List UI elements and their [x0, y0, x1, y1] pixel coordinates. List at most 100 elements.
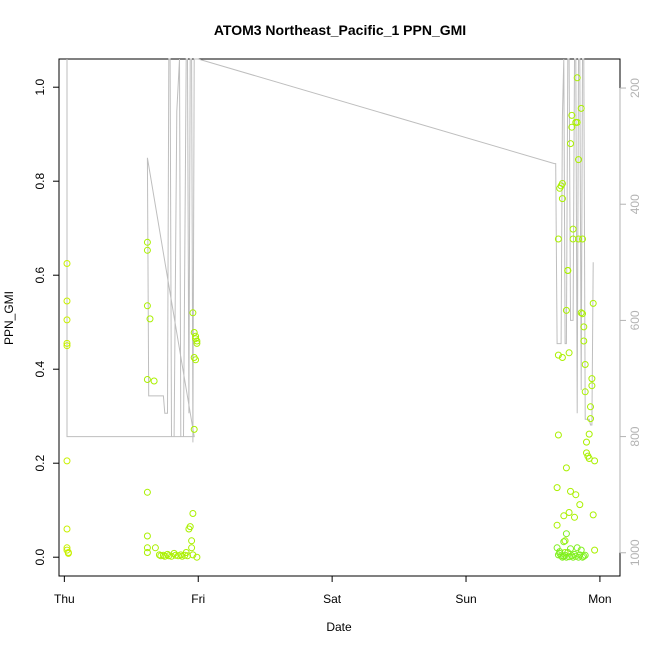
data-point — [554, 235, 562, 243]
x-tick-label: Fri — [191, 592, 205, 606]
x-axis: Thu Fri Sat Sun Mon — [54, 575, 612, 606]
y2-tick-label: 400 — [628, 194, 642, 214]
data-point — [579, 235, 586, 243]
data-point — [575, 156, 582, 164]
data-point — [560, 512, 568, 520]
data-point — [564, 267, 572, 274]
data-point — [567, 487, 574, 495]
data-point — [562, 530, 570, 538]
data-point — [568, 123, 576, 131]
data-point — [553, 484, 561, 492]
data-point — [186, 523, 194, 531]
data-point — [189, 510, 197, 517]
data-point — [189, 309, 197, 317]
data-point — [193, 553, 201, 561]
data-point — [188, 537, 196, 545]
y-tick-label: 0.2 — [33, 455, 47, 472]
data-point — [567, 545, 574, 553]
data-point — [587, 403, 594, 411]
data-point — [579, 310, 586, 318]
data-point — [150, 377, 158, 385]
data-point — [571, 513, 578, 521]
data-point — [562, 306, 570, 314]
x-tick-label: Sun — [455, 592, 476, 606]
data-point — [581, 551, 589, 559]
y-axis-label: PPN_GMI — [2, 291, 16, 345]
data-point — [553, 521, 561, 529]
data-point — [63, 342, 71, 350]
data-point — [192, 332, 200, 340]
data-point — [63, 297, 71, 305]
data-point — [159, 551, 167, 559]
y2-tick-label: 200 — [628, 78, 642, 98]
data-point — [576, 501, 584, 509]
data-point — [188, 544, 196, 552]
data-point — [588, 382, 596, 390]
data-point — [591, 546, 599, 554]
data-point — [554, 431, 562, 439]
data-point — [64, 549, 72, 557]
data-point — [190, 425, 198, 433]
data-point — [143, 238, 151, 246]
y-axis: 0.0 0.2 0.4 0.6 0.8 1.0 — [33, 79, 60, 566]
data-point — [562, 464, 570, 472]
data-point — [569, 235, 577, 243]
y2-tick-label: 1000 — [628, 539, 642, 566]
data-point — [143, 376, 151, 383]
data-point — [143, 488, 151, 496]
points-layer — [63, 74, 599, 561]
data-point — [164, 550, 171, 558]
data-point — [556, 548, 564, 556]
data-point — [151, 544, 159, 552]
data-point — [577, 104, 585, 112]
data-point — [558, 180, 566, 187]
data-point — [146, 315, 154, 323]
data-point — [575, 235, 582, 243]
data-point — [63, 457, 71, 465]
data-point — [581, 361, 589, 368]
data-point — [572, 491, 580, 499]
data-point — [157, 552, 165, 560]
data-point — [193, 339, 201, 347]
data-point — [573, 544, 581, 552]
data-point — [577, 309, 585, 317]
data-point — [193, 337, 201, 345]
data-point — [573, 74, 581, 82]
data-point — [565, 509, 573, 516]
x-tick-label: Sat — [323, 592, 342, 606]
data-point — [573, 118, 581, 126]
data-point — [182, 549, 190, 556]
x-tick-label: Mon — [588, 592, 611, 606]
data-point — [561, 537, 569, 545]
data-point — [172, 551, 179, 559]
data-point — [189, 551, 197, 559]
data-point — [143, 544, 151, 552]
data-point — [585, 430, 593, 438]
x-tick-label: Thu — [54, 592, 75, 606]
y-tick-label: 0.4 — [33, 361, 47, 378]
data-point — [63, 316, 71, 324]
x-axis-label: Date — [326, 620, 352, 634]
data-point — [583, 438, 590, 446]
data-point — [568, 111, 576, 119]
data-point — [143, 532, 151, 540]
data-point — [567, 140, 574, 148]
data-point — [560, 538, 568, 546]
data-point — [577, 546, 585, 554]
data-point — [558, 195, 566, 203]
data-point — [580, 552, 588, 560]
data-point — [143, 246, 151, 254]
data-point — [580, 323, 588, 331]
data-point — [589, 511, 597, 519]
data-point — [587, 415, 594, 423]
data-point — [583, 449, 590, 457]
data-point — [565, 349, 573, 357]
data-point — [192, 356, 200, 364]
y2-axis: 200 400 600 800 1000 — [619, 78, 642, 566]
data-point — [589, 299, 597, 307]
data-point — [63, 260, 71, 267]
y-tick-label: 0.0 — [33, 549, 47, 566]
depth-line-layer — [66, 58, 594, 443]
data-point — [558, 354, 566, 361]
